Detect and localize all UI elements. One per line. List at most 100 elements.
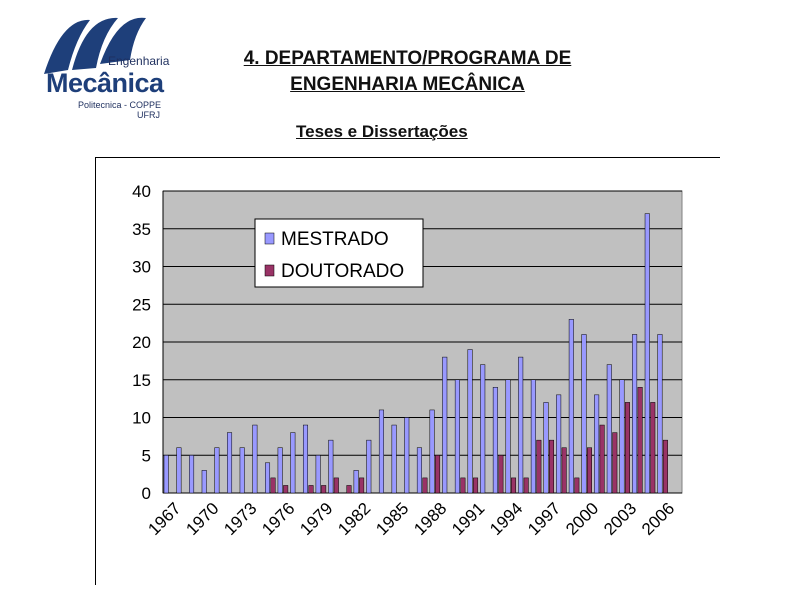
x-tick-label: 1982 (334, 499, 374, 539)
bar-mestrado (657, 334, 663, 494)
legend-swatch (264, 264, 275, 277)
bar-mestrado (378, 409, 384, 494)
bar-mestrado (429, 409, 435, 494)
bar-mestrado (568, 319, 574, 494)
bar-doutorado (333, 477, 339, 494)
bar-mestrado (189, 455, 195, 494)
y-tick-label: 15 (132, 371, 151, 390)
page-title-line2: ENGENHARIA MECÂNICA (290, 74, 525, 95)
x-tick-label: 1976 (258, 499, 298, 539)
bar-doutorado (422, 477, 428, 494)
page-subtitle: Teses e Dissertações (296, 122, 468, 141)
bar-mestrado (416, 447, 422, 494)
bar-mestrado (442, 356, 448, 494)
bar-mestrado (404, 417, 410, 494)
bar-mestrado (480, 364, 486, 494)
bar-doutorado (359, 477, 365, 494)
x-tick-label: 2000 (562, 499, 602, 539)
bar-mestrado (391, 424, 397, 494)
bar-mestrado (302, 424, 308, 494)
bar-mestrado (632, 334, 638, 494)
y-tick-label: 10 (132, 409, 151, 428)
logo-line2: Mecânica (46, 68, 164, 98)
bar-doutorado (536, 439, 542, 494)
bar-mestrado (252, 424, 258, 494)
bar-mestrado (214, 447, 220, 494)
bar-mestrado (290, 432, 296, 494)
bar-mestrado (467, 349, 473, 494)
y-tick-label: 40 (132, 182, 151, 201)
legend (254, 218, 424, 288)
logo: Engenharia Mecânica Politecnica - COPPE … (38, 12, 170, 120)
legend-swatch (264, 232, 275, 245)
bar-mestrado (594, 394, 600, 494)
page-title: 4. DEPARTAMENTO/PROGRAMA DE ENGENHARIA M… (210, 46, 605, 98)
bar-mestrado (239, 447, 245, 494)
bar-doutorado (586, 447, 592, 494)
x-tick-label: 1967 (144, 499, 184, 539)
bar-doutorado (460, 477, 466, 494)
y-tick-label: 20 (132, 333, 151, 352)
bar-mestrado (328, 439, 334, 494)
y-tick-label: 25 (132, 295, 151, 314)
logo-arches-icon (44, 17, 146, 74)
y-tick-label: 5 (142, 446, 151, 465)
bar-mestrado (619, 379, 625, 494)
logo-line1: Engenharia (108, 54, 170, 68)
bar-mestrado (176, 447, 182, 494)
x-tick-label: 1973 (220, 499, 260, 539)
x-tick-label: 1979 (296, 499, 336, 539)
bar-doutorado (561, 447, 567, 494)
chart-container: 0 5 10 15 20 25 30 35 40 1967 1970 1973 1976 1979 1982… (95, 157, 720, 585)
x-tick-label: 1994 (486, 499, 526, 539)
bar-doutorado (270, 477, 276, 494)
x-tick-label: 1997 (524, 499, 564, 539)
bar-mestrado (606, 364, 612, 494)
x-tick-label: 1988 (410, 499, 450, 539)
bar-mestrado (581, 334, 587, 494)
bar-mestrado (492, 387, 498, 494)
y-tick-label: 35 (132, 220, 151, 239)
bar-mestrado (530, 379, 536, 494)
bar-doutorado (473, 477, 479, 494)
bar-doutorado (612, 432, 618, 494)
bar-doutorado (650, 402, 656, 494)
y-tick-label: 0 (142, 484, 151, 503)
bar-doutorado (498, 455, 504, 494)
bar-mestrado (277, 447, 283, 494)
bar-mestrado (543, 402, 549, 494)
bar-mestrado (505, 379, 511, 494)
bar-doutorado (599, 424, 605, 494)
bar-mestrado (366, 439, 372, 494)
bar-doutorado (511, 477, 517, 494)
bar-chart: 0 5 10 15 20 25 30 35 40 196719701973197619791982… (95, 157, 720, 585)
bar-mestrado (644, 213, 650, 494)
bar-doutorado (574, 477, 580, 494)
bar-doutorado (321, 485, 327, 494)
bar-doutorado (346, 485, 352, 494)
bar-doutorado (308, 485, 314, 494)
bar-mestrado (163, 455, 169, 494)
bar-mestrado (201, 470, 207, 494)
bar-mestrado (227, 432, 233, 494)
x-tick-label: 2003 (600, 499, 640, 539)
bar-mestrado (265, 462, 271, 494)
bar-doutorado (523, 477, 529, 494)
bar-doutorado (283, 485, 289, 494)
bar-mestrado (454, 379, 460, 494)
legend-label: MESTRADO (281, 229, 389, 250)
x-tick-label: 1991 (448, 499, 488, 539)
x-tick-label: 2006 (638, 499, 678, 539)
y-tick-label: 30 (132, 258, 151, 277)
logo-line3: Politecnica - COPPE (78, 100, 162, 110)
x-tick-label: 1970 (182, 499, 222, 539)
bar-mestrado (556, 394, 562, 494)
bar-doutorado (637, 387, 643, 494)
bar-mestrado (518, 356, 524, 494)
x-tick-label: 1985 (372, 499, 412, 539)
bar-doutorado (624, 402, 630, 494)
bar-doutorado (662, 439, 668, 494)
legend-label: DOUTORADO (281, 261, 404, 282)
bar-doutorado (549, 439, 555, 494)
logo-line4: UFRJ (137, 110, 160, 120)
